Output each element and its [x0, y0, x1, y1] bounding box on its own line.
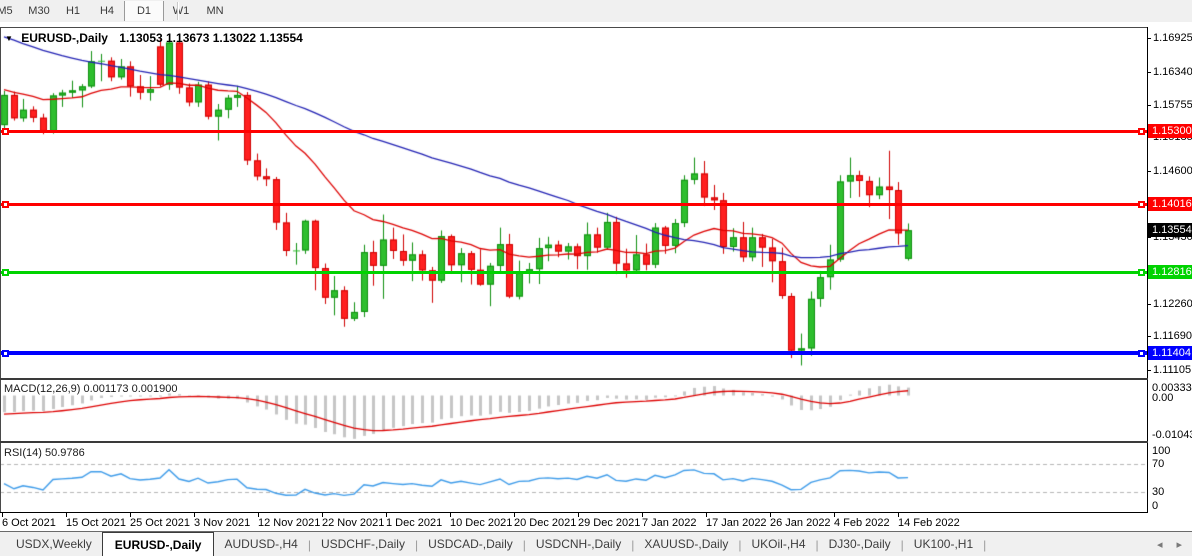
demand-line[interactable] — [0, 351, 1147, 355]
date-axis-label: 26 Jan 2022 — [770, 517, 831, 529]
date-axis-tick-mark — [386, 513, 387, 517]
date-axis-tick-mark — [2, 513, 3, 517]
resistance-upper-price-tag: 1.15300 — [1148, 124, 1192, 138]
macd-label: MACD(12,26,9) 0.001173 0.001900 — [4, 383, 177, 395]
date-axis-label: 15 Oct 2021 — [66, 517, 126, 529]
support-line-right-handle[interactable] — [1138, 269, 1145, 276]
chart-symbol-label: EURUSD-,Daily — [21, 31, 108, 45]
date-axis-tick-mark — [578, 513, 579, 517]
support-price-tag: 1.12816 — [1148, 265, 1192, 279]
rsi-value: 50.9786 — [44, 447, 85, 459]
rsi-name: RSI(14) — [4, 447, 42, 459]
resistance-line-upper-left-handle[interactable] — [2, 128, 9, 135]
date-axis-label: 6 Oct 2021 — [2, 517, 56, 529]
price-axis-tick: 1.12260 — [1153, 297, 1192, 310]
demand-line-left-handle[interactable] — [2, 350, 9, 357]
macd-scale-min: -0.010439 — [1152, 429, 1192, 441]
price-axis-tick-mark — [1147, 303, 1151, 305]
date-axis-label: 29 Dec 2021 — [578, 517, 641, 529]
macd-scale-max: 0.003331 — [1152, 382, 1192, 394]
date-axis-label: 12 Nov 2021 — [258, 517, 321, 529]
price-axis-tick-mark — [1147, 170, 1151, 172]
chart-title: ▼ EURUSD-,Daily 1.13053 1.13673 1.13022 … — [5, 31, 303, 45]
rsi-label: RSI(14) 50.9786 — [4, 447, 85, 459]
price-axis-tick-mark — [1147, 71, 1151, 73]
date-axis-tick-mark — [706, 513, 707, 517]
macd-panel-divider — [0, 378, 1148, 380]
date-axis-tick-mark — [642, 513, 643, 517]
date-axis-label: 22 Nov 2021 — [322, 517, 385, 529]
date-axis-tick-mark — [770, 513, 771, 517]
rsi-scale-0: 0 — [1152, 500, 1159, 512]
date-axis-label: 7 Jan 2022 — [642, 517, 697, 529]
price-axis-tick-mark — [1147, 336, 1151, 338]
resistance-line-upper-right-handle[interactable] — [1138, 128, 1145, 135]
date-axis-tick-mark — [66, 513, 67, 517]
date-axis-divider — [0, 512, 1148, 513]
date-axis-label: 14 Feb 2022 — [898, 517, 960, 529]
price-axis-tick: 1.11105 — [1153, 363, 1192, 376]
resistance-line-lower-right-handle[interactable] — [1138, 201, 1145, 208]
date-axis-label: 1 Dec 2021 — [386, 517, 443, 529]
price-axis-tick-mark — [1147, 104, 1151, 106]
chart-dropdown-icon[interactable]: ▼ — [5, 34, 13, 44]
rsi-scale-30: 30 — [1152, 485, 1165, 498]
price-axis-tick: 1.16340 — [1153, 65, 1192, 78]
date-axis-tick-mark — [130, 513, 131, 517]
date-axis-label: 4 Feb 2022 — [834, 517, 890, 529]
price-axis-tick: 1.14600 — [1153, 164, 1192, 177]
rsi-scale-100: 100 — [1152, 445, 1171, 457]
date-axis-tick-mark — [322, 513, 323, 517]
resistance-line-lower[interactable] — [0, 203, 1147, 206]
demand-line-right-handle[interactable] — [1138, 350, 1145, 357]
date-axis-label: 20 Dec 2021 — [514, 517, 577, 529]
current-price-tag: 1.13554 — [1148, 223, 1192, 237]
date-axis-tick-mark — [898, 513, 899, 517]
date-axis-tick-mark — [514, 513, 515, 517]
demand-price-tag: 1.11404 — [1148, 346, 1192, 360]
price-axis-tick: 1.16925 — [1153, 32, 1192, 45]
price-axis-tick: 1.15755 — [1153, 98, 1192, 111]
date-axis-label: 10 Dec 2021 — [450, 517, 513, 529]
price-axis-tick-mark — [1147, 38, 1151, 40]
support-line[interactable] — [0, 271, 1147, 274]
rsi-panel-divider — [0, 441, 1148, 443]
date-axis-tick-mark — [450, 513, 451, 517]
macd-values: 0.001173 0.001900 — [83, 383, 178, 395]
resistance-line-upper[interactable] — [0, 130, 1147, 133]
date-axis-tick-mark — [194, 513, 195, 517]
chart-border-left — [0, 27, 1, 513]
macd-name: MACD(12,26,9) — [4, 383, 81, 395]
chart-ohlc-values: 1.13053 1.13673 1.13022 1.13554 — [119, 31, 303, 45]
chart-border-top — [0, 27, 1148, 28]
date-axis-label: 3 Nov 2021 — [194, 517, 251, 529]
price-axis-tick-mark — [1147, 237, 1151, 239]
support-line-left-handle[interactable] — [2, 269, 9, 276]
macd-scale-zero: 0.00 — [1152, 391, 1174, 404]
resistance-lower-price-tag: 1.14016 — [1148, 197, 1192, 211]
date-axis-label: 25 Oct 2021 — [130, 517, 190, 529]
price-axis-border — [1147, 27, 1148, 513]
rsi-scale-70: 70 — [1152, 458, 1165, 471]
date-axis-tick-mark — [258, 513, 259, 517]
date-axis-label: 17 Jan 2022 — [706, 517, 767, 529]
price-axis-tick-mark — [1147, 369, 1151, 371]
resistance-line-lower-left-handle[interactable] — [2, 201, 9, 208]
date-axis-tick-mark — [834, 513, 835, 517]
price-axis-tick: 1.11690 — [1153, 330, 1192, 343]
